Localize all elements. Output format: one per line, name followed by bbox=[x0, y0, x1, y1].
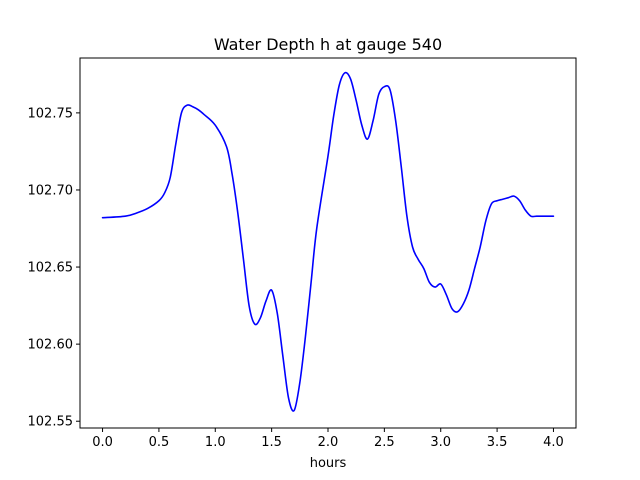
x-tick-label: 2.0 bbox=[318, 435, 339, 450]
x-tick-label: 4.0 bbox=[543, 435, 564, 450]
series-layer bbox=[101, 71, 555, 412]
series-line-0 bbox=[101, 71, 555, 412]
x-tick-label: 1.0 bbox=[205, 435, 226, 450]
chart-title: Water Depth h at gauge 540 bbox=[214, 35, 442, 54]
x-tick-label: 0.5 bbox=[149, 435, 170, 450]
x-tick-label: 3.5 bbox=[487, 435, 508, 450]
x-axis: 0.0 0.5 1.0 1.5 2.0 2.5 3.0 3.5 4.0 bbox=[92, 428, 564, 450]
y-tick-label: 102.60 bbox=[28, 338, 74, 353]
x-tick-label: 0.0 bbox=[92, 435, 113, 450]
x-tick-label: 2.5 bbox=[374, 435, 395, 450]
x-tick-label: 3.0 bbox=[430, 435, 451, 450]
x-axis-label: hours bbox=[310, 456, 347, 471]
y-tick-label: 102.65 bbox=[28, 261, 74, 276]
y-tick-label: 102.70 bbox=[28, 183, 74, 198]
y-axis: 102.55 102.60 102.65 102.70 102.75 bbox=[28, 106, 80, 430]
y-tick-label: 102.55 bbox=[28, 415, 74, 430]
x-tick-label: 1.5 bbox=[261, 435, 282, 450]
y-tick-label: 102.75 bbox=[28, 106, 74, 121]
